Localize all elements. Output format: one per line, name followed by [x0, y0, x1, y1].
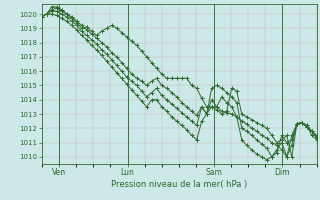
X-axis label: Pression niveau de la mer( hPa ): Pression niveau de la mer( hPa )	[111, 180, 247, 189]
